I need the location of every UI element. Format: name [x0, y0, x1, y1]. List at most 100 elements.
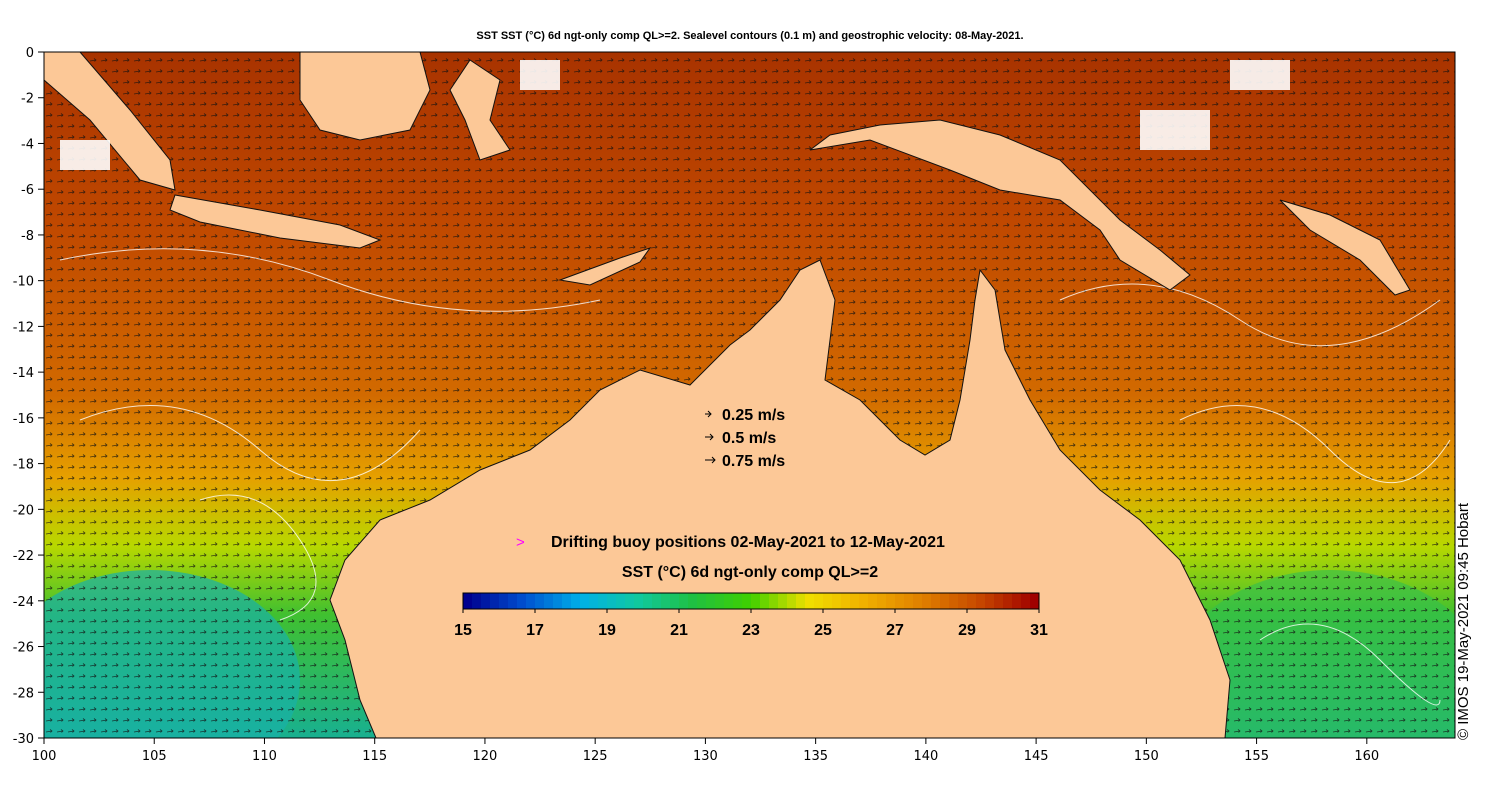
y-tick-label: -20	[13, 503, 34, 518]
colorbar-cell	[463, 593, 473, 609]
y-axis: 0-2-4-6-8-10-12-14-16-18-20-22-24-26-28-…	[13, 46, 44, 747]
buoy-symbol: >	[516, 534, 525, 551]
velocity-legend-label: 0.25 m/s	[722, 407, 785, 424]
x-tick-label: 125	[583, 749, 608, 764]
colorbar-cell	[724, 593, 734, 609]
colorbar-cell	[733, 593, 743, 609]
colorbar-cell	[904, 593, 914, 609]
colorbar-cell	[598, 593, 608, 609]
y-tick-label: -6	[21, 183, 34, 198]
colorbar-cell	[616, 593, 626, 609]
y-tick-label: -10	[13, 275, 34, 290]
colorbar-tick-label: 17	[526, 622, 544, 639]
colorbar-cell	[607, 593, 617, 609]
colorbar-cell	[625, 593, 635, 609]
colorbar-cell	[490, 593, 500, 609]
colorbar-cell	[706, 593, 716, 609]
colorbar-cell	[535, 593, 545, 609]
x-tick-label: 115	[362, 749, 387, 764]
colorbar-tick-label: 23	[742, 622, 760, 639]
colorbar-cell	[841, 593, 851, 609]
colorbar-cell	[562, 593, 572, 609]
colorbar-cell	[814, 593, 824, 609]
colorbar-cell	[508, 593, 518, 609]
colorbar-cell	[994, 593, 1004, 609]
x-tick-label: 150	[1134, 749, 1159, 764]
colorbar-cell	[472, 593, 482, 609]
colorbar-cell	[805, 593, 815, 609]
buoy-legend: > Drifting buoy positions 02-May-2021 to…	[516, 534, 945, 551]
colorbar-cell	[877, 593, 887, 609]
colorbar-cell	[1030, 593, 1040, 609]
x-tick-label: 155	[1244, 749, 1269, 764]
colorbar-cell	[796, 593, 806, 609]
colorbar-tick-label: 19	[598, 622, 616, 639]
x-tick-label: 160	[1354, 749, 1379, 764]
colorbar-cell	[517, 593, 527, 609]
colorbar-tick-label: 25	[814, 622, 832, 639]
colorbar-cell	[580, 593, 590, 609]
colorbar-cell	[1012, 593, 1022, 609]
colorbar-cell	[913, 593, 923, 609]
colorbar-cell	[526, 593, 536, 609]
velocity-legend-label: 0.5 m/s	[722, 430, 776, 447]
y-tick-label: -14	[13, 366, 34, 381]
colorbar-cell	[679, 593, 689, 609]
x-axis: 100 105 110 115 120 125 130 135 140 145 150 155 160	[32, 738, 1380, 764]
colorbar-cell	[769, 593, 779, 609]
y-tick-label: -30	[13, 732, 34, 747]
colorbar-cell	[940, 593, 950, 609]
velocity-legend-label: 0.75 m/s	[722, 453, 785, 470]
colorbar-cell	[742, 593, 752, 609]
colorbar-cell	[661, 593, 671, 609]
colorbar-cell	[958, 593, 968, 609]
colorbar-cell	[985, 593, 995, 609]
colorbar-scale	[463, 593, 1040, 609]
colorbar-cell	[886, 593, 896, 609]
x-tick-label: 130	[693, 749, 718, 764]
y-tick-label: -22	[13, 549, 34, 564]
colorbar-cell	[688, 593, 698, 609]
colorbar-cell	[751, 593, 761, 609]
colorbar-cell	[850, 593, 860, 609]
x-tick-label: 120	[473, 749, 498, 764]
colorbar-tick-label: 31	[1030, 622, 1048, 639]
colorbar-cell	[868, 593, 878, 609]
colorbar-tick-label: 21	[670, 622, 688, 639]
colorbar-tick-label: 15	[454, 622, 472, 639]
colorbar-cell	[760, 593, 770, 609]
colorbar-cell	[553, 593, 563, 609]
x-tick-label: 100	[32, 749, 57, 764]
borneo-land	[300, 52, 430, 140]
colorbar-cell	[643, 593, 653, 609]
x-tick-label: 135	[803, 749, 828, 764]
y-tick-label: -2	[21, 92, 34, 107]
colorbar-cell	[787, 593, 797, 609]
colorbar-cell	[589, 593, 599, 609]
colorbar-cell	[931, 593, 941, 609]
buoy-legend-label: Drifting buoy positions 02-May-2021 to 1…	[551, 534, 945, 551]
colorbar-cell	[670, 593, 680, 609]
x-tick-label: 140	[913, 749, 938, 764]
colorbar-cell	[832, 593, 842, 609]
y-tick-label: -18	[13, 458, 34, 473]
colorbar-cell	[976, 593, 986, 609]
colorbar-tick-label: 27	[886, 622, 904, 639]
y-tick-label: -16	[13, 412, 34, 427]
y-tick-label: -12	[13, 320, 34, 335]
colorbar-cell	[859, 593, 869, 609]
x-tick-label: 145	[1024, 749, 1049, 764]
colorbar-cell	[571, 593, 581, 609]
colorbar-cell	[967, 593, 977, 609]
colorbar-tick-label: 29	[958, 622, 976, 639]
colorbar-cell	[949, 593, 959, 609]
colorbar-cell	[922, 593, 932, 609]
colorbar-cell	[499, 593, 509, 609]
y-tick-label: -4	[21, 137, 34, 152]
colorbar-cell	[823, 593, 833, 609]
colorbar-title: SST (°C) 6d ngt-only comp QL>=2	[622, 564, 878, 581]
colorbar-cell	[697, 593, 707, 609]
y-tick-label: -24	[13, 595, 34, 610]
colorbar-cell	[481, 593, 491, 609]
